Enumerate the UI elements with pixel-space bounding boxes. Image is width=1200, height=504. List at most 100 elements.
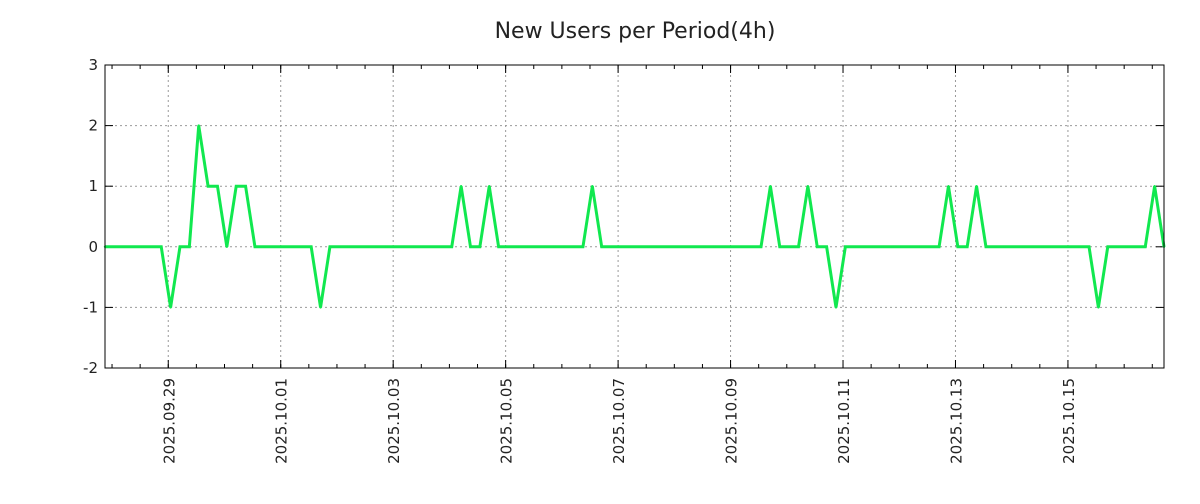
data-point bbox=[703, 245, 706, 248]
data-point bbox=[816, 245, 819, 248]
data-point bbox=[1097, 306, 1100, 309]
data-point bbox=[656, 245, 660, 248]
data-point bbox=[1050, 245, 1053, 248]
data-point bbox=[1031, 245, 1034, 248]
data-point bbox=[450, 245, 453, 248]
x-tick-label: 2025.10.13 bbox=[947, 378, 965, 464]
x-tick-label: 2025.10.01 bbox=[273, 378, 291, 464]
grid bbox=[105, 65, 1164, 368]
y-tick-label: -2 bbox=[83, 359, 98, 377]
data-point bbox=[413, 245, 416, 248]
data-point bbox=[431, 245, 435, 248]
data-point bbox=[628, 245, 632, 248]
data-point bbox=[516, 245, 519, 248]
data-point bbox=[394, 245, 397, 248]
data-point bbox=[797, 245, 800, 248]
chart-title: New Users per Period(4h) bbox=[495, 19, 776, 44]
data-point bbox=[731, 245, 735, 248]
data-point bbox=[684, 245, 688, 248]
data-point bbox=[619, 245, 622, 248]
data-point bbox=[1059, 245, 1063, 248]
data-point bbox=[1069, 245, 1072, 248]
data-point bbox=[488, 185, 491, 188]
data-point bbox=[937, 245, 941, 248]
data-point bbox=[712, 245, 716, 248]
data-point bbox=[506, 245, 510, 248]
data-point bbox=[1144, 245, 1147, 248]
data-point bbox=[637, 245, 641, 248]
data-point bbox=[1115, 245, 1119, 248]
x-tick-label: 2025.10.05 bbox=[498, 378, 516, 464]
data-point bbox=[750, 245, 753, 248]
data-point bbox=[525, 245, 528, 248]
data-point bbox=[216, 185, 219, 188]
series-line bbox=[105, 125, 1166, 308]
data-point bbox=[1012, 245, 1016, 248]
y-tick-label: 3 bbox=[88, 56, 98, 74]
data-point bbox=[675, 245, 678, 248]
data-point bbox=[1106, 245, 1109, 248]
data-point bbox=[834, 306, 838, 309]
data-point bbox=[900, 245, 903, 248]
data-point bbox=[375, 245, 378, 248]
data-point bbox=[891, 245, 894, 248]
series bbox=[103, 124, 1166, 309]
data-point bbox=[956, 245, 960, 248]
x-tick-label: 2025.10.15 bbox=[1060, 378, 1078, 464]
data-point bbox=[1040, 245, 1044, 248]
data-point bbox=[300, 245, 304, 248]
data-point bbox=[872, 245, 875, 248]
data-point bbox=[469, 245, 472, 248]
data-point bbox=[844, 245, 847, 248]
data-point bbox=[919, 245, 922, 248]
data-point bbox=[572, 245, 575, 248]
data-point bbox=[591, 185, 594, 188]
data-point bbox=[928, 245, 931, 248]
data-point bbox=[131, 245, 135, 248]
data-point bbox=[825, 245, 828, 248]
data-point bbox=[909, 245, 913, 248]
data-point bbox=[478, 245, 482, 248]
data-point bbox=[347, 245, 350, 248]
data-point bbox=[113, 245, 116, 248]
data-point bbox=[272, 245, 275, 248]
data-point bbox=[647, 245, 650, 248]
data-point bbox=[366, 245, 369, 248]
data-point bbox=[263, 245, 266, 248]
data-point bbox=[1087, 245, 1091, 248]
data-point bbox=[806, 185, 810, 188]
data-point bbox=[403, 245, 407, 248]
data-point bbox=[544, 245, 547, 248]
y-axis: -2 -1 0 1 2 3 bbox=[83, 56, 1164, 377]
data-point bbox=[741, 245, 744, 248]
x-tick-label: 2025.09.29 bbox=[160, 378, 178, 464]
data-point bbox=[328, 245, 332, 248]
data-point bbox=[947, 185, 950, 188]
data-point bbox=[1134, 245, 1138, 248]
data-point bbox=[787, 245, 791, 248]
data-point bbox=[609, 245, 613, 248]
x-tick-label: 2025.10.07 bbox=[610, 378, 628, 464]
data-point bbox=[534, 245, 538, 248]
data-point bbox=[694, 245, 697, 248]
y-tick-label: 0 bbox=[88, 238, 98, 256]
x-tick-label: 2025.10.11 bbox=[835, 378, 853, 464]
data-point bbox=[853, 245, 856, 248]
data-point bbox=[141, 245, 144, 248]
y-tick-label: 2 bbox=[88, 117, 98, 135]
data-point bbox=[881, 245, 885, 248]
y-tick-label: -1 bbox=[83, 298, 98, 316]
data-point bbox=[169, 306, 172, 309]
data-point bbox=[188, 245, 191, 248]
data-point bbox=[253, 245, 257, 248]
data-point bbox=[197, 124, 200, 127]
data-point bbox=[122, 245, 125, 248]
data-point bbox=[309, 245, 313, 248]
data-point bbox=[759, 245, 763, 248]
data-point bbox=[862, 245, 866, 248]
data-point bbox=[422, 245, 425, 248]
data-point bbox=[497, 245, 500, 248]
data-point bbox=[1003, 245, 1006, 248]
y-tick-label: 1 bbox=[88, 177, 98, 195]
